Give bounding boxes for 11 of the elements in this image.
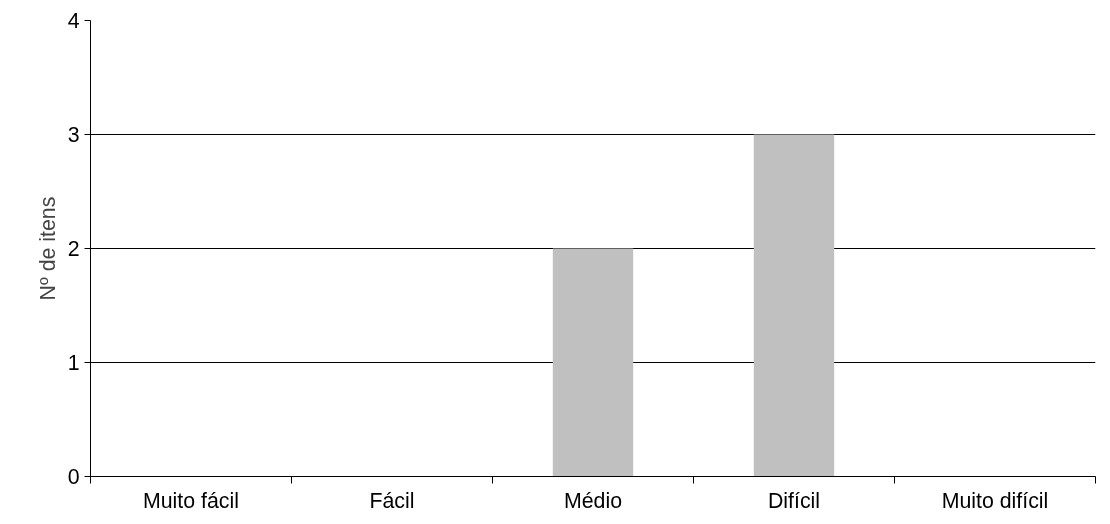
x-tick-label: Muito fácil — [143, 488, 240, 513]
y-tick-label: 0 — [67, 465, 80, 489]
y-tick-label: 2 — [67, 237, 80, 261]
y-tick-label: 1 — [67, 351, 80, 375]
y-axis-title: Nº de itens — [35, 196, 60, 301]
x-tick-label: Fácil — [369, 488, 415, 513]
y-tick-label: 3 — [67, 123, 80, 147]
x-tick-label: Difícil — [767, 488, 821, 513]
y-tick-label: 4 — [67, 9, 80, 33]
x-tick-label: Muito difícil — [941, 488, 1049, 513]
x-tick-label: Médio — [563, 488, 623, 513]
